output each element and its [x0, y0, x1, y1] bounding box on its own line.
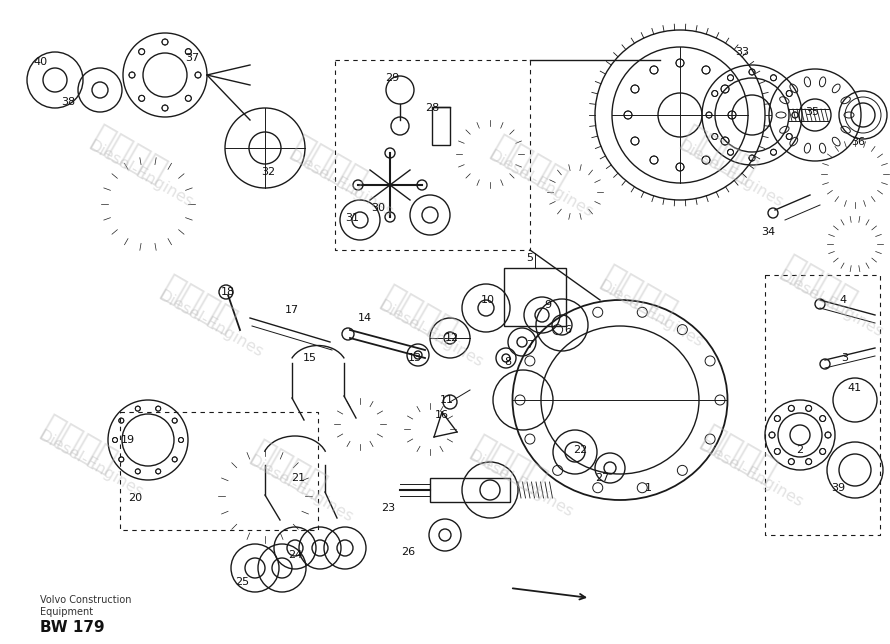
Text: 39: 39 [831, 483, 845, 493]
Text: 紫发动力: 紫发动力 [37, 410, 123, 478]
Text: 37: 37 [185, 53, 199, 63]
Text: 25: 25 [235, 577, 249, 587]
Text: 36: 36 [851, 137, 865, 147]
Text: 紫发动力: 紫发动力 [247, 435, 333, 504]
Text: 12: 12 [445, 333, 459, 343]
Text: 32: 32 [261, 167, 275, 177]
Text: 紫发动力: 紫发动力 [677, 120, 763, 188]
Text: 紫发动力: 紫发动力 [467, 430, 553, 498]
Text: 紫发动力: 紫发动力 [777, 250, 863, 318]
Text: 紫发动力: 紫发动力 [377, 279, 463, 348]
Text: 1: 1 [644, 483, 651, 493]
Text: Equipment: Equipment [40, 607, 93, 617]
Text: 紫发动力: 紫发动力 [697, 420, 783, 488]
Text: 紫发动力: 紫发动力 [158, 270, 243, 338]
Text: 7: 7 [527, 340, 534, 350]
Text: Diesel-Engines: Diesel-Engines [375, 298, 485, 370]
Text: 41: 41 [848, 383, 862, 393]
Text: 30: 30 [371, 203, 385, 213]
Text: Diesel-Engines: Diesel-Engines [695, 438, 805, 510]
Text: 26: 26 [400, 547, 415, 557]
Text: 15: 15 [303, 353, 317, 363]
Text: 紫发动力: 紫发动力 [287, 129, 373, 198]
Text: 22: 22 [573, 445, 587, 455]
Text: Diesel-Engines: Diesel-Engines [465, 448, 575, 520]
Text: 33: 33 [735, 47, 749, 57]
Text: 18: 18 [221, 287, 235, 297]
Text: 40: 40 [33, 57, 47, 67]
Text: 16: 16 [435, 410, 449, 420]
Text: Diesel-Engines: Diesel-Engines [775, 268, 886, 340]
Text: Diesel-Engines: Diesel-Engines [35, 428, 145, 500]
Text: BW 179: BW 179 [40, 621, 105, 636]
Text: Diesel-Engines: Diesel-Engines [85, 138, 195, 210]
Text: 14: 14 [358, 313, 372, 323]
Text: 19: 19 [121, 435, 135, 445]
Text: 28: 28 [425, 103, 439, 113]
Bar [430, 478, 510, 502]
Text: 紫发动力: 紫发动力 [87, 120, 173, 188]
Text: 4: 4 [839, 295, 846, 305]
Text: 21: 21 [291, 473, 305, 483]
Text: 17: 17 [285, 305, 299, 315]
Text: 29: 29 [384, 73, 399, 83]
Text: 13: 13 [408, 353, 422, 363]
Text: 24: 24 [287, 550, 302, 560]
Text: 27: 27 [595, 473, 609, 483]
Text: 35: 35 [805, 107, 819, 117]
Text: 23: 23 [381, 503, 395, 513]
Text: 34: 34 [761, 227, 775, 237]
Text: 11: 11 [440, 395, 454, 405]
Text: 紫发动力: 紫发动力 [597, 260, 683, 328]
Text: Diesel-Engines: Diesel-Engines [245, 453, 355, 525]
Text: 9: 9 [545, 300, 552, 310]
Text: 5: 5 [527, 253, 533, 263]
Bar [432, 107, 450, 145]
Text: Diesel-Engines: Diesel-Engines [485, 148, 595, 220]
Text: 2: 2 [797, 445, 804, 455]
Text: Diesel-Engines: Diesel-Engines [675, 138, 785, 210]
Text: Diesel-Engines: Diesel-Engines [595, 278, 705, 350]
Text: 3: 3 [842, 353, 848, 363]
Bar [504, 268, 566, 326]
Text: 10: 10 [481, 295, 495, 305]
Text: 38: 38 [61, 97, 75, 107]
Text: 31: 31 [345, 213, 359, 223]
Text: 紫发动力: 紫发动力 [487, 129, 573, 198]
Text: 8: 8 [505, 357, 512, 367]
Text: Diesel-Engines: Diesel-Engines [155, 288, 265, 360]
Text: 20: 20 [128, 493, 142, 503]
Text: Diesel-Engines: Diesel-Engines [285, 148, 395, 220]
Text: Volvo Construction: Volvo Construction [40, 595, 132, 605]
Text: 6: 6 [564, 325, 571, 335]
